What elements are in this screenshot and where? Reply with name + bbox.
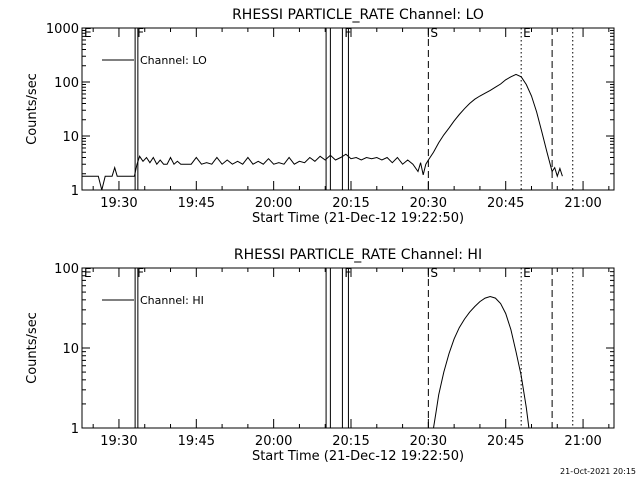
- legend-label: Channel: HI: [140, 294, 204, 307]
- hi-channel-panel: RHESSI PARTICLE_RATE Channel: HI 1 10 100 19…: [25, 247, 615, 464]
- chart-title: RHESSI PARTICLE_RATE Channel: HI: [234, 247, 482, 263]
- event-marker-label: F: [137, 266, 144, 280]
- x-tick-label: 20:45: [487, 196, 524, 211]
- y-tick-label: 100: [54, 262, 79, 277]
- event-marker-label: S: [430, 26, 438, 40]
- event-marker-label: F: [137, 26, 144, 40]
- event-marker-label: E: [84, 266, 92, 280]
- x-tick-label: 20:15: [332, 434, 369, 449]
- x-tick-label: 20:00: [255, 196, 292, 211]
- y-tick-label: 100: [54, 76, 79, 91]
- x-axis-label: Start Time (21-Dec-12 19:22:50): [252, 449, 464, 464]
- event-marker-label: E: [523, 26, 531, 40]
- x-tick-label: 20:30: [410, 434, 447, 449]
- x-tick-label: 19:45: [178, 196, 215, 211]
- footer-timestamp: 21-Oct-2021 20:15: [560, 467, 636, 476]
- event-marker-label: F: [344, 266, 351, 280]
- y-axis-label: Counts/sec: [25, 312, 40, 384]
- x-tick-label: 21:00: [564, 196, 601, 211]
- y-tick-label: 1: [71, 184, 79, 199]
- chart-title: RHESSI PARTICLE_RATE Channel: LO: [232, 7, 484, 23]
- x-tick-label: 20:15: [332, 196, 369, 211]
- x-tick-label: 19:30: [100, 434, 137, 449]
- y-tick-label: 10: [62, 130, 79, 145]
- y-tick-label: 1: [71, 422, 79, 437]
- series-line: [433, 295, 530, 429]
- x-tick-label: 20:45: [487, 434, 524, 449]
- x-tick-label: 21:00: [564, 434, 601, 449]
- lo-channel-panel: RHESSI PARTICLE_RATE Channel: LO 1 10 100 10…: [25, 7, 615, 226]
- y-tick-label: 10: [62, 342, 79, 357]
- x-tick-label: 19:30: [100, 196, 137, 211]
- legend-label: Channel: LO: [140, 54, 207, 67]
- event-marker-label: S: [430, 266, 438, 280]
- series-line: [82, 73, 563, 191]
- x-axis-label: Start Time (21-Dec-12 19:22:50): [252, 211, 464, 226]
- y-tick-label: 1000: [46, 22, 79, 37]
- x-tick-label: 20:30: [410, 196, 447, 211]
- event-marker-label: E: [523, 266, 531, 280]
- x-tick-label: 19:45: [178, 434, 215, 449]
- x-tick-label: 20:00: [255, 434, 292, 449]
- event-marker-label: E: [84, 26, 92, 40]
- event-marker-label: F: [344, 26, 351, 40]
- y-axis-label: Counts/sec: [25, 73, 40, 145]
